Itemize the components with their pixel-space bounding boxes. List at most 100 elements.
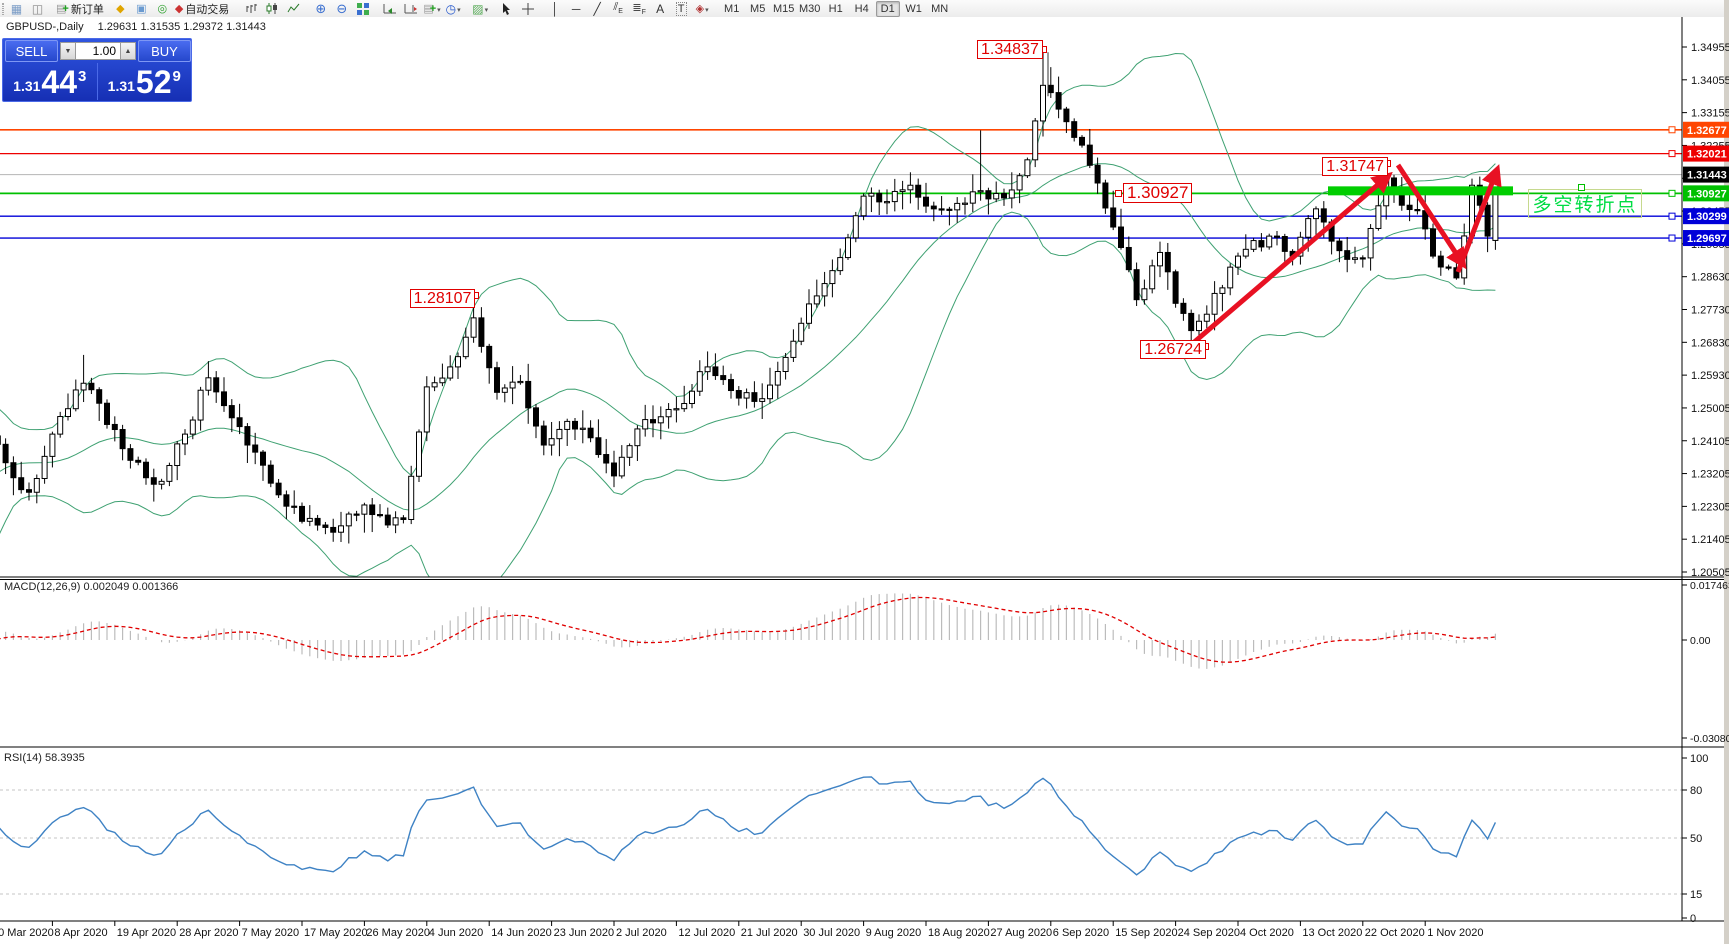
one-click-trading-panel: SELL ▼ 1.00 ▲ BUY 1.31 44 3 1.31 52 9 [2, 38, 192, 102]
svg-text:1.22305: 1.22305 [1691, 501, 1729, 513]
support-zone-highlight[interactable] [1328, 186, 1513, 196]
price-badge: 1.31443 [1683, 166, 1729, 183]
price-badge: 1.32021 [1683, 145, 1729, 162]
timeframe-m1[interactable]: M1 [724, 2, 740, 15]
svg-text:1.27730: 1.27730 [1691, 305, 1729, 317]
fibonacci-icon[interactable]: ≣F [632, 1, 646, 17]
svg-text:1.30927: 1.30927 [1687, 188, 1727, 200]
svg-text:50: 50 [1690, 833, 1702, 845]
market-watch-icon[interactable]: ◆ [116, 3, 125, 15]
timeframe-h1[interactable]: H1 [828, 2, 843, 15]
trend-arrows[interactable] [1183, 163, 1502, 352]
svg-text:14 Jun 2020: 14 Jun 2020 [491, 927, 552, 939]
svg-text:1.28630: 1.28630 [1691, 272, 1729, 284]
timeframe-d1[interactable]: D1 [875, 0, 900, 17]
timeframe-w1[interactable]: W1 [905, 2, 922, 15]
svg-text:7 May 2020: 7 May 2020 [242, 927, 299, 939]
svg-text:1 Nov 2020: 1 Nov 2020 [1427, 927, 1483, 939]
price-annotation[interactable]: 1.31747 [1322, 156, 1389, 176]
cursor-icon[interactable] [497, 0, 518, 17]
svg-text:1.32021: 1.32021 [1687, 149, 1727, 161]
svg-text:1.34955: 1.34955 [1691, 42, 1729, 54]
vertical-line-icon[interactable]: │ [551, 1, 559, 16]
svg-text:21 Jul 2020: 21 Jul 2020 [741, 927, 798, 939]
svg-text:1.21405: 1.21405 [1691, 534, 1729, 546]
svg-text:1.31443: 1.31443 [1687, 170, 1727, 182]
signals-icon[interactable]: ◎ [157, 3, 168, 15]
svg-text:0: 0 [1690, 913, 1696, 925]
svg-text:100: 100 [1690, 753, 1708, 765]
volume-increase-button[interactable]: ▲ [120, 42, 136, 60]
candlesticks [0, 51, 1499, 544]
zoom-in-icon[interactable]: ⊕ [315, 0, 327, 16]
horizontal-line-icon[interactable]: ─ [571, 1, 581, 16]
arrows-icon[interactable]: ◈ ▾ [695, 3, 709, 15]
timeframe-m30[interactable]: M30 [798, 2, 821, 15]
annotation-anchor[interactable] [1578, 184, 1585, 191]
rsi-line [0, 776, 1497, 876]
svg-text:30 Jul 2020: 30 Jul 2020 [803, 927, 860, 939]
chart-window-icon[interactable]: ▦ [10, 1, 23, 16]
macd-signal-line [0, 596, 1496, 663]
svg-text:24 Sep 2020: 24 Sep 2020 [1178, 927, 1240, 939]
text-label-icon[interactable]: T [675, 1, 687, 16]
sell-price-small: 1.31 [13, 78, 41, 94]
timeframe-h4[interactable]: H4 [854, 2, 869, 15]
templates-icon[interactable]: ▨ ▾ [472, 1, 489, 16]
symbol-ohlc-label: GBPUSD-,Daily 1.29631 1.31535 1.29372 1.3… [6, 21, 266, 33]
svg-text:4 Jun 2020: 4 Jun 2020 [429, 927, 483, 939]
indicators-add-icon[interactable]: ▤ + ▾ [423, 2, 441, 16]
candlestick-chart-type-icon[interactable] [262, 0, 283, 17]
sell-button[interactable]: SELL [5, 40, 58, 62]
tile-windows-icon[interactable] [352, 0, 373, 17]
line-chart-type-icon[interactable] [283, 0, 304, 17]
preview-icon[interactable]: ◫ [31, 1, 44, 16]
svg-text:18 Aug 2020: 18 Aug 2020 [928, 927, 990, 939]
auto-trading-button[interactable]: ◆ 自动交易 [173, 0, 235, 17]
timeframe-m5[interactable]: M5 [750, 2, 766, 15]
sell-price-big: 44 [41, 64, 77, 100]
svg-text:26 May 2020: 26 May 2020 [366, 927, 430, 939]
price-badge: 1.30927 [1683, 185, 1729, 202]
svg-text:15 Sep 2020: 15 Sep 2020 [1115, 927, 1177, 939]
data-window-icon[interactable]: ▣ [136, 3, 147, 15]
volume-input[interactable]: 1.00 [76, 42, 120, 60]
svg-text:1.30299: 1.30299 [1687, 211, 1727, 223]
equidistant-channel-icon[interactable]: ⫽E [613, 1, 623, 16]
sell-price[interactable]: 1.31 44 3 [3, 63, 98, 100]
buy-price-big: 52 [135, 64, 172, 100]
svg-text:80: 80 [1690, 785, 1702, 797]
timeframe-mn[interactable]: MN [931, 2, 949, 15]
auto-scroll-icon[interactable] [379, 0, 400, 17]
trendline-icon[interactable]: ╱ [593, 1, 601, 16]
timeframe-m15[interactable]: M15 [772, 2, 795, 15]
crosshair-icon[interactable] [518, 0, 539, 17]
symbol-name: GBPUSD-,Daily [6, 21, 84, 33]
svg-text:19 Apr 2020: 19 Apr 2020 [117, 927, 176, 939]
chart-shift-icon[interactable] [400, 0, 421, 17]
svg-text:1.33155: 1.33155 [1691, 108, 1729, 120]
price-axis[interactable]: 1.349551.340551.331551.322551.313551.304… [1682, 42, 1729, 925]
text-icon[interactable]: A [656, 1, 665, 16]
price-annotation[interactable]: 1.26724 [1140, 340, 1207, 360]
new-order-button[interactable]: ▤ + 新订单 [56, 2, 104, 16]
toolbar: ▦ ◫ ▤ + 新订单 ◆ ▣ ◎ ◆ 自动交易 ⊕ ⊖ ▤ + ▾ ◷ ▾ ▨ ▾ │ ─ ╱ ⫽E ≣F A T ◈ ▾ M1 M5 M… [0, 0, 1729, 18]
volume-decrease-button[interactable]: ▼ [60, 42, 76, 60]
zoom-out-icon[interactable]: ⊖ [336, 0, 348, 16]
price-annotation[interactable]: 1.30927 [1123, 183, 1193, 204]
turning-point-annotation[interactable]: 多空转折点 [1528, 189, 1642, 218]
svg-text:-0.030803: -0.030803 [1690, 733, 1729, 745]
bar-chart-type-icon[interactable] [241, 0, 262, 17]
buy-button[interactable]: BUY [138, 40, 191, 62]
periods-clock-icon[interactable]: ◷ ▾ [445, 1, 461, 16]
buy-price[interactable]: 1.31 52 9 [98, 63, 192, 100]
svg-text:1.25005: 1.25005 [1691, 403, 1729, 415]
svg-text:1.29697: 1.29697 [1687, 233, 1727, 245]
toolbar-button-label: 自动交易 [185, 3, 230, 16]
volume-stepper: ▼ 1.00 ▲ [60, 42, 136, 60]
price-annotation[interactable]: 1.28107 [409, 288, 476, 308]
price-annotation[interactable]: 1.34837 [977, 40, 1043, 60]
